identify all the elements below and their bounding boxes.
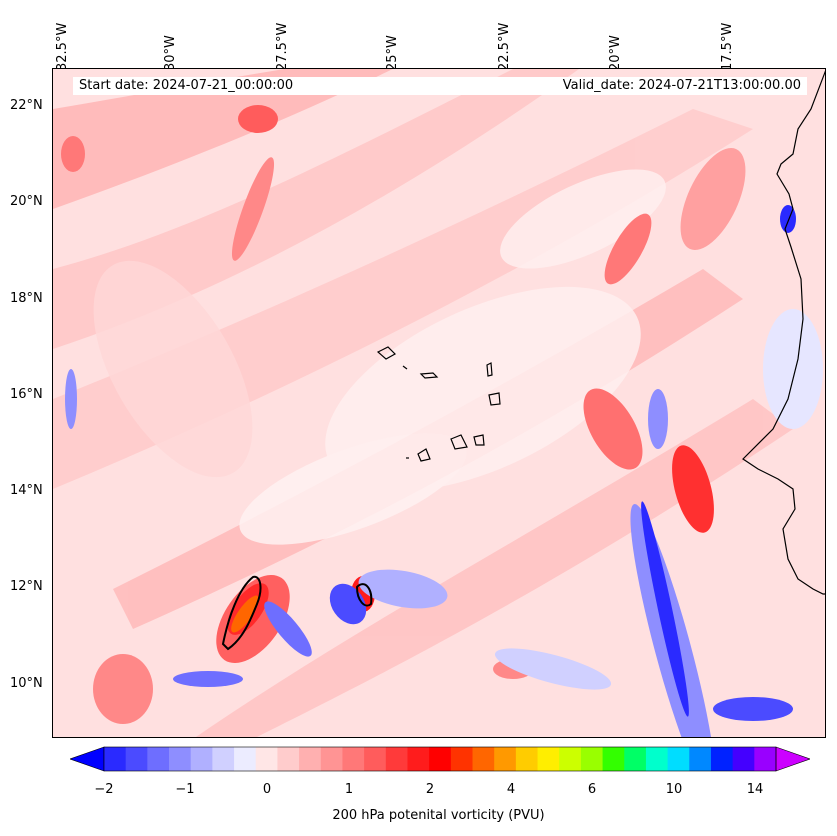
lat-label-14n: 14°N [10,483,43,498]
colorbar-tick-neg2: −2 [94,782,114,797]
colorbar-swatch [342,747,365,771]
colorbar-swatch [494,747,517,771]
colorbar-swatch [515,747,539,771]
colorbar-swatch [407,747,430,771]
start-date-text: Start date: 2024-07-21_00:00:00 [79,78,294,93]
colorbar-arrow-max [775,746,811,772]
colorbar-swatch [234,747,257,771]
colorbar-tick-6: 6 [587,782,597,797]
colorbar-tick-neg1: −1 [175,782,195,797]
colorbar-swatch [580,747,604,771]
colorbar-swatch [125,747,148,771]
lat-label-12n: 12°N [10,579,43,594]
lon-label-30w: 30°W [163,35,178,71]
lon-label-17-5w: 17.5°W [720,22,735,71]
lat-label-10n: 10°N [10,676,43,691]
vorticity-field [53,69,825,737]
colorbar-tick-1: 1 [344,782,354,797]
colorbar-graphic [69,746,811,772]
lon-label-20w: 20°W [608,35,623,71]
colorbar-swatch [450,747,474,771]
colorbar-swatch [385,747,408,771]
colorbar-swatch [299,747,322,771]
colorbar-swatch [559,747,582,771]
colorbar-label: 200 hPa potenital vorticity (PVU) [332,808,545,823]
colorbar-swatch [754,747,777,771]
lat-label-22n: 22°N [10,98,43,113]
colorbar [69,744,811,774]
colorbar-swatch [104,747,127,771]
colorbar-swatch [602,747,625,771]
colorbar-swatch [710,747,734,771]
colorbar-tick-2: 2 [425,782,435,797]
colorbar-swatch [537,747,560,771]
lon-label-27-5w: 27.5°W [275,22,290,71]
valid-date-text: Valid_date: 2024-07-21T13:00:00.00 [562,78,801,93]
lon-label-22-5w: 22.5°W [497,22,512,71]
colorbar-tick-14: 14 [746,782,764,797]
colorbar-swatch [732,747,755,771]
colorbar-swatch [255,747,278,771]
lat-label-20n: 20°N [10,194,43,209]
info-bar: Start date: 2024-07-21_00:00:00 Valid_da… [73,77,807,95]
colorbar-swatch [667,747,690,771]
colorbar-swatch [624,747,647,771]
colorbar-border [103,746,777,772]
colorbar-swatch [147,747,170,771]
lat-label-16n: 16°N [10,387,43,402]
colorbar-swatch [645,747,669,771]
colorbar-swatch [320,747,343,771]
map-panel[interactable]: Start date: 2024-07-21_00:00:00 Valid_da… [52,68,826,738]
colorbar-arrow-min [69,746,105,772]
colorbar-tick-4: 4 [506,782,516,797]
colorbar-swatch [277,747,300,771]
colorbar-tick-0: 0 [262,782,272,797]
colorbar-swatch [472,747,495,771]
colorbar-swatch [190,747,213,771]
colorbar-swatch [212,747,235,771]
colorbar-swatch [429,747,452,771]
lat-label-18n: 18°N [10,291,43,306]
colorbar-swatch [364,747,387,771]
lon-label-32-5w: 32.5°W [55,22,70,71]
lon-label-25w: 25°W [385,35,400,71]
colorbar-swatch [689,747,712,771]
colorbar-tick-10: 10 [665,782,683,797]
colorbar-swatch [169,747,192,771]
